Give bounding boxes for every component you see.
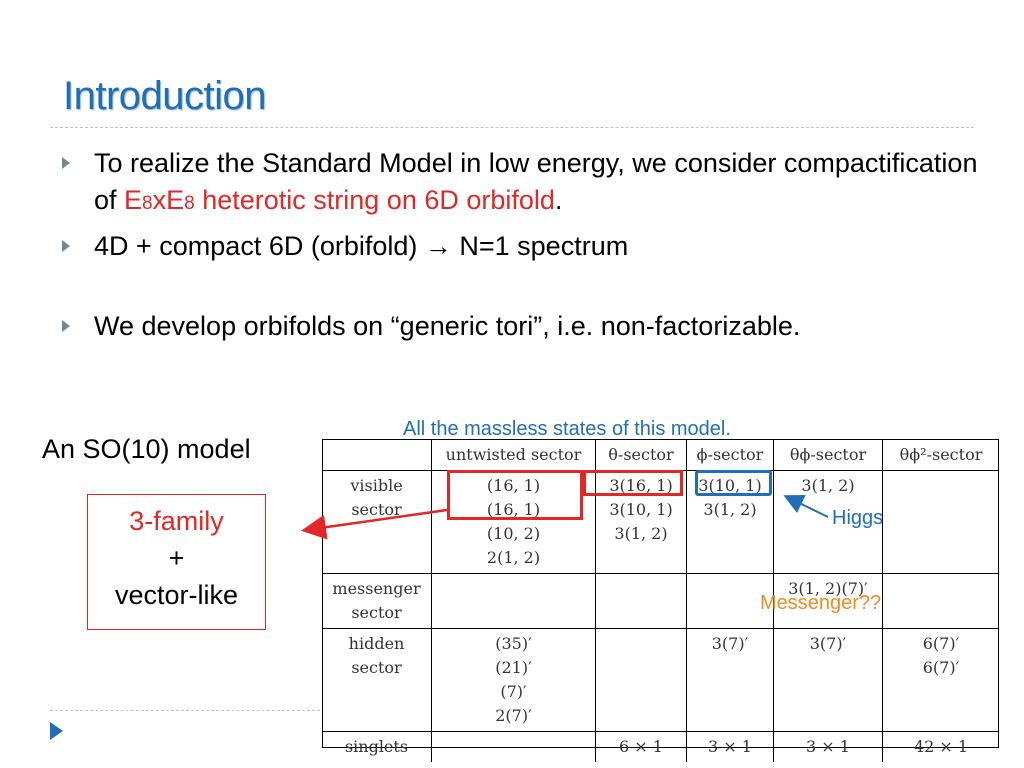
cell-entry: 3(10, 1) bbox=[609, 500, 673, 519]
family-callout-box: 3-family + vector-like bbox=[87, 494, 266, 630]
cell-entry: 6(7)′ bbox=[922, 634, 960, 653]
cell-entry: 2(7)′ bbox=[495, 706, 532, 725]
family-line-1: 3-family bbox=[129, 506, 224, 536]
bullet-arrow-icon bbox=[62, 240, 70, 252]
slide-title: Introduction bbox=[63, 74, 267, 118]
cell-visible-thetaphi: 3(1, 2) bbox=[773, 470, 883, 574]
cell-singlets-thetaphi: 3 × 1 bbox=[773, 731, 883, 762]
cell-visible-theta: 3(16, 1) 3(10, 1) 3(1, 2) bbox=[595, 470, 687, 574]
row-label-line: messenger bbox=[332, 579, 421, 598]
bullet-2-text: 4D + compact 6D (orbifold) → N=1 spectru… bbox=[94, 231, 629, 261]
row-label-visible: visible sector bbox=[322, 471, 432, 574]
cell-entry: 3(1, 2) bbox=[614, 524, 668, 543]
family-line-2: + bbox=[168, 543, 185, 573]
family-arrow bbox=[301, 508, 448, 540]
bullet-1-x: xE bbox=[152, 185, 185, 215]
bullet-item-3: We develop orbifolds on “generic tori”, … bbox=[62, 308, 1002, 345]
cell-hidden-thetaphi2: 6(7)′ 6(7)′ bbox=[882, 628, 999, 732]
table-row-singlets: singlets 6 × 1 3 × 1 3 × 1 42 × 1 bbox=[322, 731, 999, 762]
bullet-1-e8: E bbox=[124, 185, 143, 215]
row-label-singlets: singlets bbox=[322, 731, 432, 762]
cell-visible-phi: 3(10, 1) 3(1, 2) bbox=[686, 470, 774, 574]
cell-entry: 2(1, 2) bbox=[486, 548, 541, 567]
bullet-item-2: 4D + compact 6D (orbifold) → N=1 spectru… bbox=[62, 228, 1002, 265]
row-label-line: sector bbox=[351, 500, 402, 519]
cell-entry: (35)′ bbox=[495, 634, 532, 653]
bullet-1-text: To realize the Standard Model in low ene… bbox=[94, 148, 978, 215]
cell-entry: (16, 1) bbox=[486, 500, 541, 519]
cell-visible-thetaphi2 bbox=[882, 470, 999, 574]
cell-singlets-theta: 6 × 1 bbox=[595, 731, 687, 762]
header-thetaphi2: θϕ²-sector bbox=[882, 439, 999, 471]
higgs-label: Higgs bbox=[832, 507, 884, 529]
higgs-arrow bbox=[783, 495, 829, 518]
bullet-3-text: We develop orbifolds on “generic tori”, … bbox=[94, 311, 801, 341]
cell-singlets-thetaphi2: 42 × 1 bbox=[882, 731, 999, 762]
cell-messenger-thetaphi: 3(1, 2)(7)′ bbox=[773, 573, 883, 629]
bullet-1-period: . bbox=[554, 185, 563, 215]
footer-divider bbox=[50, 710, 320, 711]
table-row-visible: visible sector (16, 1) (16, 1) (10, 2) 2… bbox=[322, 470, 999, 574]
model-label: An SO(10) model bbox=[42, 434, 251, 464]
header-untwisted: untwisted sector bbox=[431, 439, 596, 471]
row-label-line: sector bbox=[351, 603, 402, 622]
cell-entry: (10, 2) bbox=[486, 524, 541, 543]
bullet-arrow-icon bbox=[62, 320, 70, 332]
higgs-highlight bbox=[695, 470, 772, 496]
table-row-messenger: messenger sector 3(1, 2)(7)′ bbox=[322, 573, 999, 629]
cell-entry: (7)′ bbox=[500, 682, 527, 701]
cell-hidden-thetaphi: 3(7)′ bbox=[773, 628, 883, 732]
cell-singlets-phi: 3 × 1 bbox=[686, 731, 774, 762]
row-label-messenger: messenger sector bbox=[322, 573, 432, 629]
cell-entry: (16, 1) bbox=[486, 476, 541, 495]
header-theta: θ-sector bbox=[595, 439, 687, 471]
row-label-hidden: hidden sector bbox=[322, 628, 432, 732]
cell-entry: 3(16, 1) bbox=[609, 476, 673, 495]
bullet-list: To realize the Standard Model in low ene… bbox=[62, 145, 1002, 345]
family-line-3: vector-like bbox=[114, 580, 239, 610]
massless-states-table: untwisted sector θ-sector ϕ-sector θϕ-se… bbox=[322, 439, 999, 762]
bullet-1-sub-8a: 8 bbox=[142, 193, 153, 214]
bullet-1-sub-8b: 8 bbox=[184, 193, 195, 214]
theta-family-highlight bbox=[583, 470, 683, 496]
cell-messenger-untwisted bbox=[431, 573, 596, 629]
cell-messenger-thetaphi2 bbox=[882, 573, 999, 629]
cell-entry: 3(1, 2) bbox=[801, 476, 855, 495]
messenger-label: Messenger?? bbox=[760, 592, 882, 614]
cell-entry: (21)′ bbox=[495, 658, 532, 677]
cell-messenger-theta bbox=[595, 573, 687, 629]
row-label-line: hidden bbox=[348, 634, 405, 653]
cell-hidden-untwisted: (35)′ (21)′ (7)′ 2(7)′ bbox=[431, 628, 596, 732]
title-divider bbox=[50, 127, 974, 128]
cell-visible-untwisted: (16, 1) (16, 1) (10, 2) 2(1, 2) bbox=[431, 470, 596, 574]
cell-entry: 6(7)′ bbox=[922, 658, 960, 677]
cell-singlets-untwisted bbox=[431, 731, 596, 762]
header-phi: ϕ-sector bbox=[686, 439, 774, 471]
header-empty bbox=[322, 439, 432, 471]
table-header-row: untwisted sector θ-sector ϕ-sector θϕ-se… bbox=[322, 439, 999, 471]
header-thetaphi: θϕ-sector bbox=[773, 439, 883, 471]
row-label-line: visible bbox=[350, 476, 403, 495]
visible-family-highlight bbox=[447, 470, 583, 520]
cell-hidden-phi: 3(7)′ bbox=[686, 628, 774, 732]
bullet-item-1: To realize the Standard Model in low ene… bbox=[62, 145, 1002, 222]
cell-entry: 3(1, 2) bbox=[703, 500, 757, 519]
play-arrow-icon bbox=[50, 722, 63, 740]
bullet-arrow-icon bbox=[62, 157, 70, 169]
table-row-hidden: hidden sector (35)′ (21)′ (7)′ 2(7)′ 3(7… bbox=[322, 628, 999, 732]
table-caption: All the massless states of this model. bbox=[403, 418, 731, 440]
bullet-1-highlight: heterotic string on 6D orbifold bbox=[194, 185, 555, 215]
cell-hidden-theta bbox=[595, 628, 687, 732]
row-label-line: sector bbox=[351, 658, 402, 677]
cell-entry: 3(10, 1) bbox=[698, 476, 762, 495]
cell-messenger-phi bbox=[686, 573, 774, 629]
